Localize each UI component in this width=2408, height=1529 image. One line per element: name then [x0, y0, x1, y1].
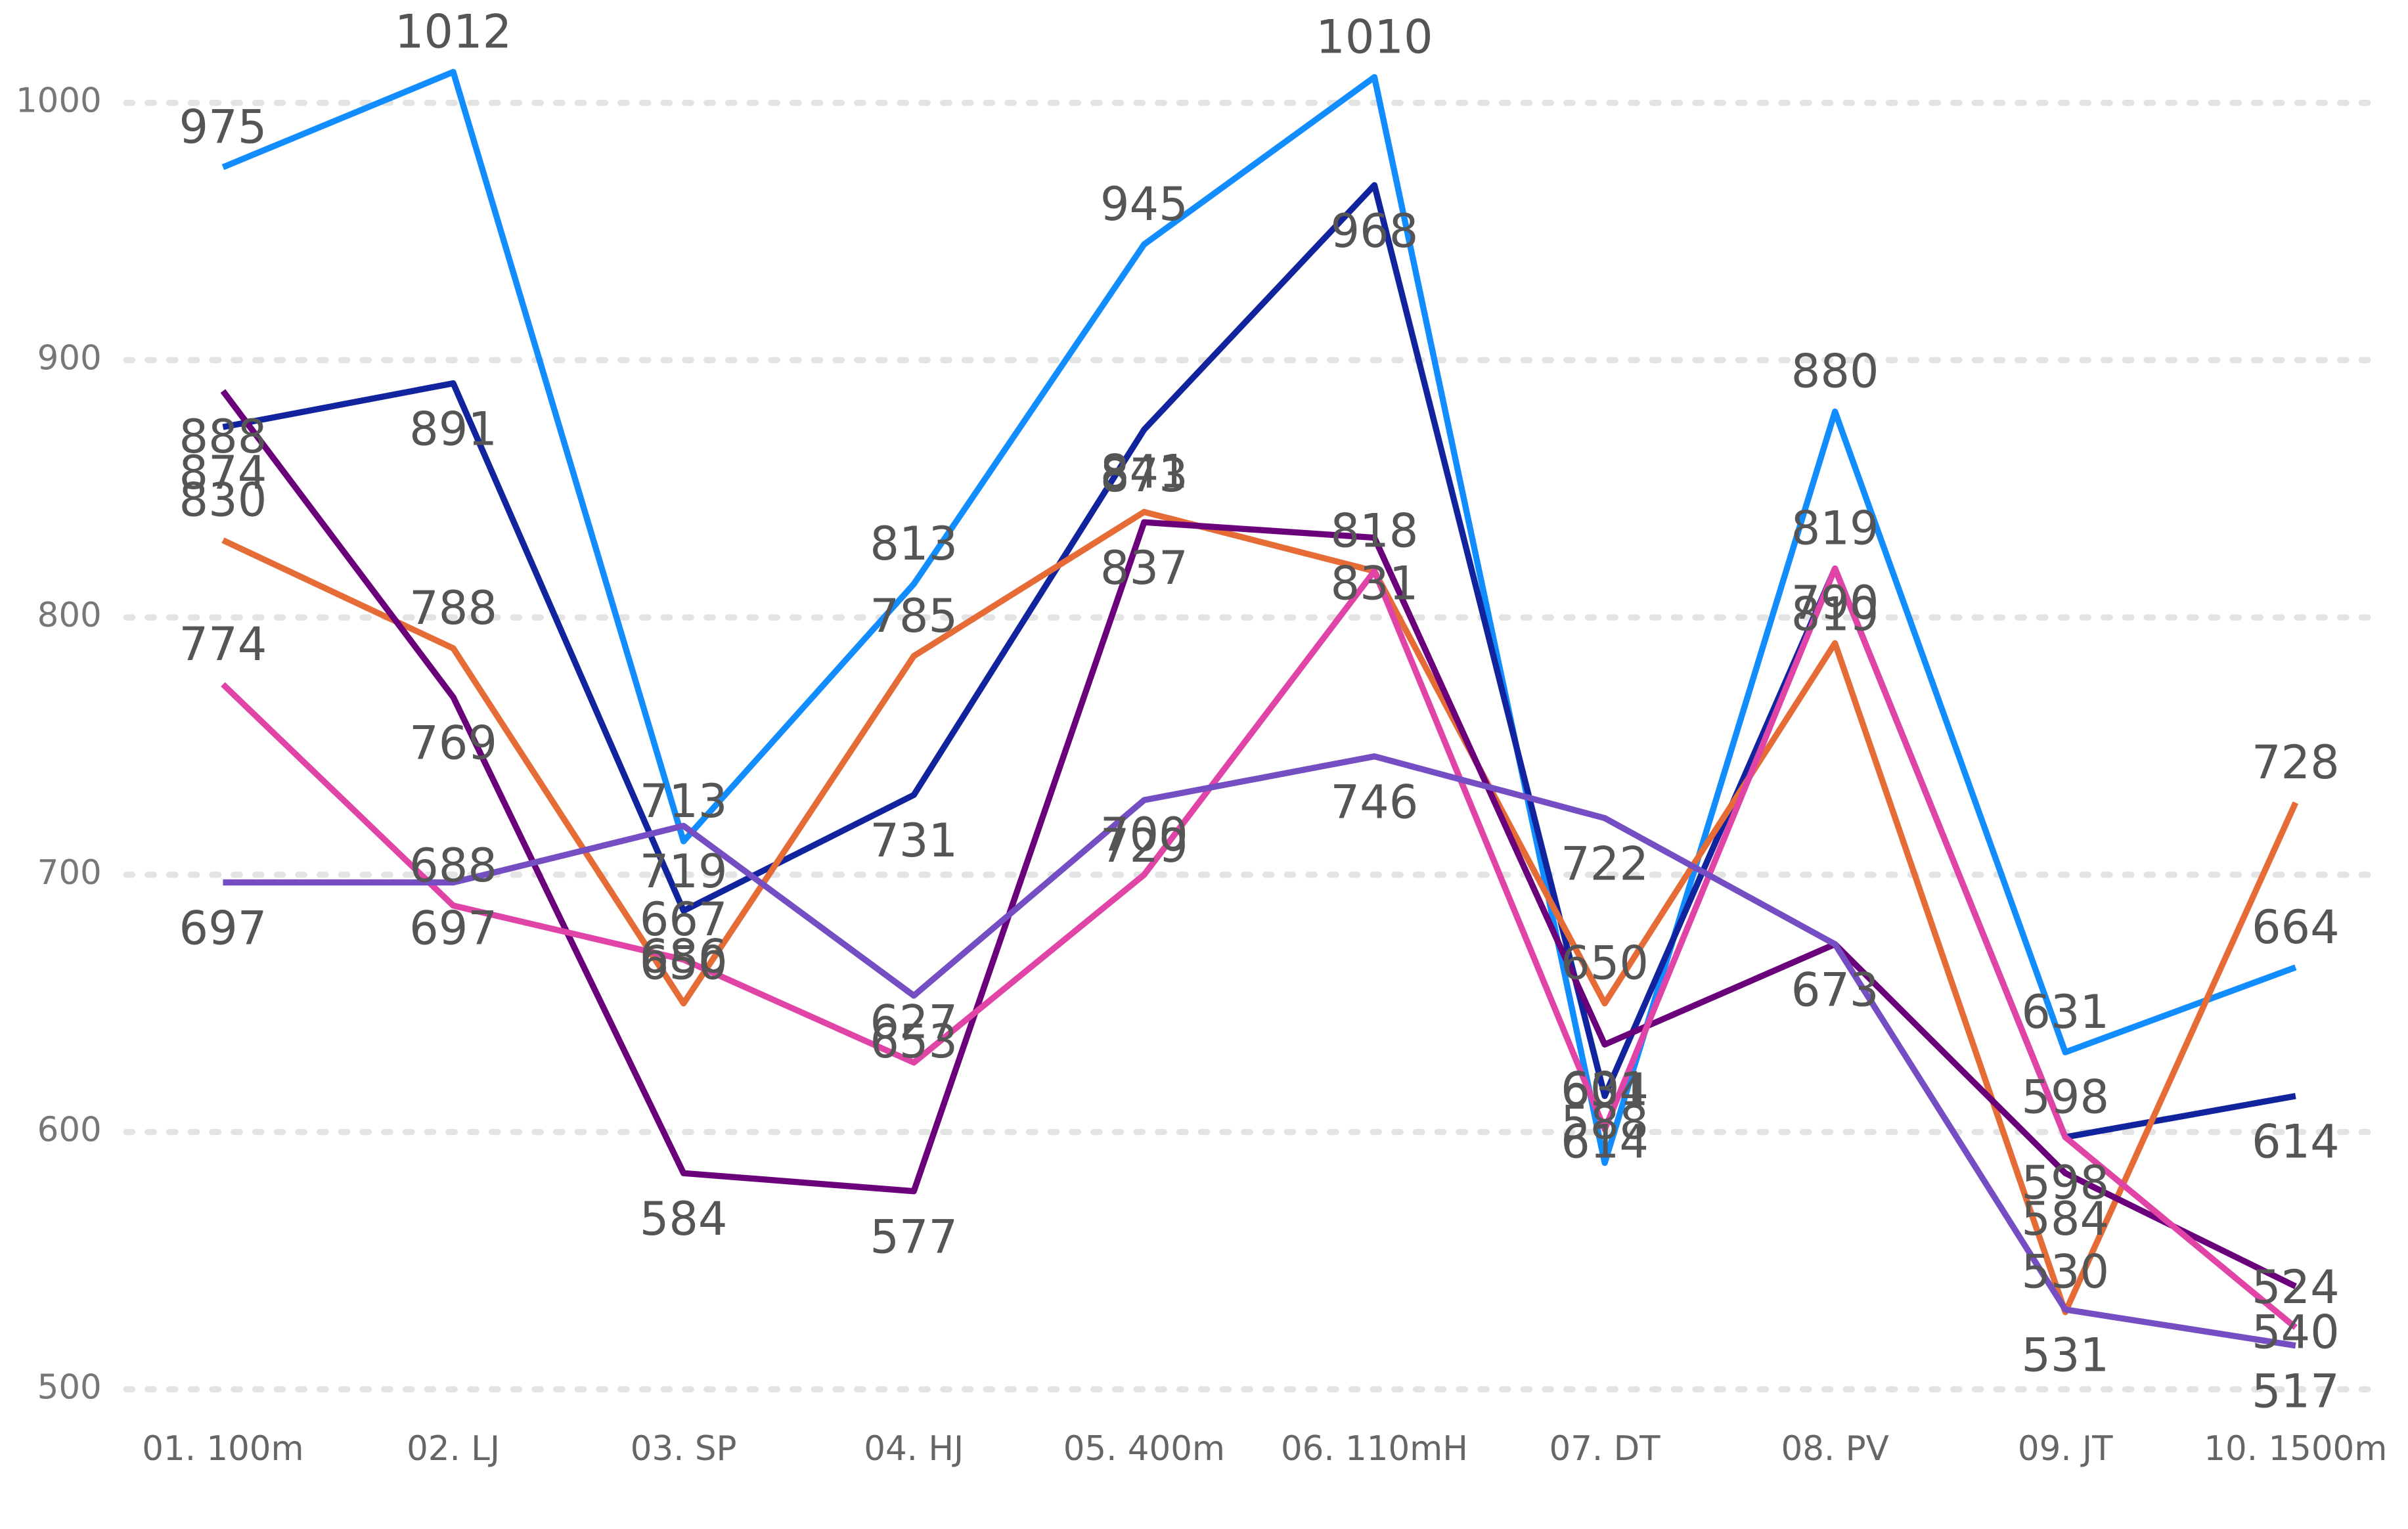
data-label: 697: [409, 901, 497, 955]
x-tick-label: 05. 400m: [1063, 1429, 1225, 1469]
data-label: 731: [870, 814, 958, 868]
data-label: 818: [1331, 504, 1419, 558]
data-label: 945: [1100, 177, 1188, 231]
data-label: 788: [409, 581, 497, 635]
data-label: 530: [2021, 1245, 2109, 1299]
data-label: 874: [179, 446, 267, 500]
data-label: 1010: [1316, 10, 1433, 64]
data-label: 577: [870, 1210, 958, 1264]
x-tick-label: 06. 110mH: [1281, 1429, 1468, 1469]
series-line: [221, 565, 2298, 1330]
y-tick-label: 900: [37, 338, 102, 378]
data-label: 688: [409, 839, 497, 893]
x-tick-label: 03. SP: [631, 1429, 737, 1469]
series-line: [221, 508, 2299, 1316]
data-label: 880: [1791, 345, 1879, 399]
data-label: 584: [2021, 1192, 2109, 1246]
y-tick-label: 500: [37, 1367, 102, 1407]
x-tick-label: 09. JT: [2018, 1429, 2113, 1469]
data-label: 785: [870, 589, 958, 643]
data-label: 769: [409, 716, 497, 770]
x-tick-label: 04. HJ: [864, 1429, 964, 1469]
data-label: 598: [2021, 1070, 2109, 1124]
data-label: 614: [2252, 1115, 2340, 1169]
data-label: 697: [179, 901, 267, 955]
data-label: 719: [640, 845, 728, 898]
data-label: 819: [1791, 587, 1879, 641]
y-tick-label: 700: [37, 853, 102, 893]
data-label: 524: [2252, 1260, 2340, 1314]
data-label: 813: [870, 517, 958, 571]
x-tick-label: 10. 1500m: [2204, 1429, 2387, 1469]
data-label: 673: [1791, 963, 1879, 1017]
x-tick-label: 08. PV: [1781, 1429, 1889, 1469]
data-label: 831: [1331, 556, 1419, 610]
data-label: 650: [1561, 937, 1649, 990]
data-label: 650: [640, 937, 728, 990]
data-label: 968: [1331, 204, 1419, 258]
x-tick-label: 07. DT: [1550, 1429, 1661, 1469]
data-label: 598: [2021, 1156, 2109, 1210]
data-label: 667: [640, 893, 728, 946]
data-label: 673: [1791, 963, 1879, 1017]
data-label: 531: [2021, 1329, 2109, 1383]
data-label: 873: [1100, 449, 1188, 502]
series-line: [221, 68, 2297, 1166]
data-label: 746: [1331, 775, 1419, 829]
series-line: [220, 389, 2297, 1289]
y-tick-label: 1000: [16, 81, 102, 121]
data-label: 614: [1561, 1115, 1649, 1169]
data-label: 837: [1100, 541, 1188, 595]
data-label: 975: [179, 100, 267, 154]
data-label: 631: [2021, 985, 2109, 1039]
data-label: 627: [870, 996, 958, 1050]
data-label: 664: [2252, 900, 2340, 954]
x-tick-label: 01. 100m: [142, 1429, 303, 1469]
data-label: 686: [640, 929, 728, 983]
data-label: 588: [1561, 1096, 1649, 1150]
y-tick-label: 600: [37, 1111, 102, 1150]
data-label: 790: [1791, 576, 1879, 630]
series-line: [223, 753, 2296, 1349]
data-label: 729: [1100, 819, 1188, 873]
data-label: 819: [1791, 502, 1879, 556]
data-label: 841: [1100, 445, 1188, 499]
data-label: 517: [2252, 1365, 2340, 1419]
data-label: 713: [640, 774, 728, 828]
data-label: 722: [1561, 837, 1649, 891]
data-label: 584: [640, 1192, 728, 1246]
data-label: 774: [179, 617, 267, 671]
series-line: [222, 182, 2296, 1141]
data-label: 830: [179, 473, 267, 527]
data-label: 601: [1561, 1063, 1649, 1117]
data-label: 891: [409, 402, 497, 456]
data-label: 728: [2252, 736, 2340, 789]
y-tick-label: 800: [37, 596, 102, 635]
data-label: 1012: [395, 5, 512, 59]
data-label: 653: [870, 1015, 958, 1069]
data-label: 888: [179, 410, 267, 464]
data-label: 818: [1331, 504, 1419, 558]
data-label: 634: [1561, 1063, 1649, 1117]
data-label: 540: [2252, 1305, 2340, 1359]
data-label: 700: [1100, 808, 1188, 862]
x-tick-label: 02. LJ: [407, 1429, 500, 1469]
